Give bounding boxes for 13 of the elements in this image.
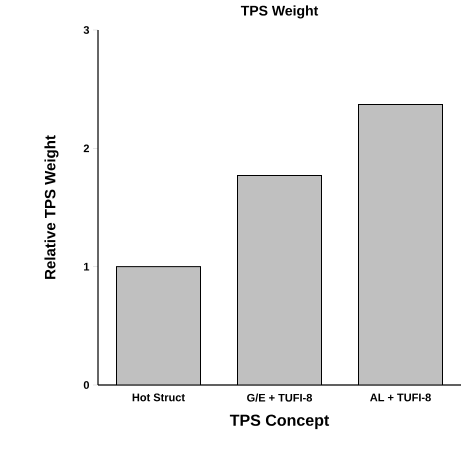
x-tick-label: G/E + TUFI-8 bbox=[247, 394, 312, 402]
x-tick-label: Hot Struct bbox=[132, 394, 185, 402]
y-tick-label: 0 bbox=[84, 381, 90, 389]
y-tick-label: 1 bbox=[84, 262, 90, 270]
y-axis-title: Relative TPS Weight bbox=[44, 135, 58, 279]
x-axis-title: TPS Concept bbox=[230, 414, 330, 430]
chart-title: TPS Weight bbox=[240, 5, 318, 18]
bar bbox=[237, 175, 322, 385]
bar bbox=[116, 266, 202, 385]
y-tick-label: 2 bbox=[84, 144, 90, 152]
y-tick-label: 3 bbox=[84, 26, 90, 34]
bar bbox=[358, 104, 444, 385]
x-tick-label: AL + TUFI-8 bbox=[370, 394, 431, 402]
